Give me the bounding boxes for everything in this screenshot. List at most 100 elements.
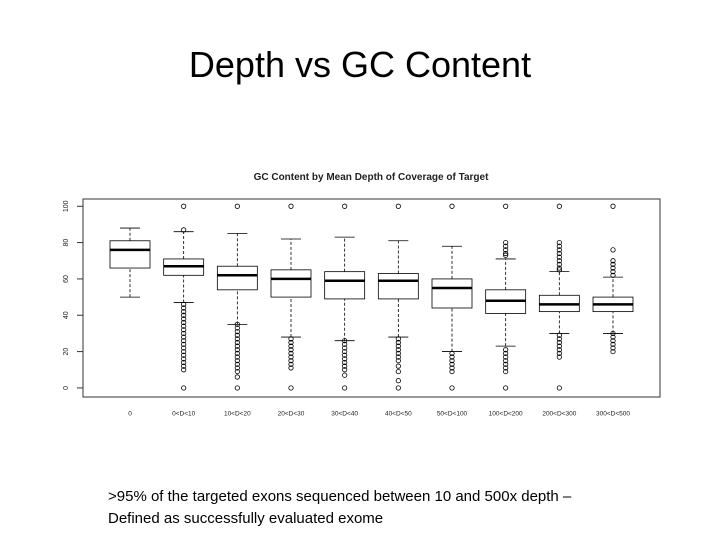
chart-title: GC Content by Mean Depth of Coverage of … — [254, 172, 489, 183]
outlier — [234, 350, 240, 357]
outlier — [181, 327, 187, 333]
outlier — [181, 348, 187, 355]
outlier — [181, 352, 187, 358]
outlier — [342, 348, 348, 355]
outlier — [342, 203, 348, 209]
x-tick-label: 100<D<200 — [489, 411, 523, 418]
outlier — [234, 203, 240, 209]
outlier — [556, 339, 562, 346]
outlier — [610, 334, 616, 340]
outlier — [342, 385, 348, 391]
outlier — [395, 378, 401, 384]
outlier — [449, 354, 455, 360]
outlier — [342, 352, 348, 358]
caption-line: Defined as successfully evaluated exome — [108, 510, 384, 527]
x-tick-label: 300<D<500 — [596, 411, 630, 418]
outlier — [503, 252, 509, 258]
outlier — [395, 347, 401, 353]
outlier — [181, 203, 187, 209]
outlier — [449, 203, 455, 209]
outlier — [181, 305, 187, 311]
outlier — [503, 247, 509, 253]
y-tick-label: 40 — [63, 311, 70, 319]
outlier — [503, 365, 509, 371]
outlier — [449, 350, 455, 357]
outlier — [181, 359, 187, 366]
outlier — [449, 361, 455, 367]
outlier — [449, 365, 455, 371]
outlier — [234, 361, 240, 367]
outlier — [234, 321, 240, 327]
outlier — [234, 325, 240, 331]
outlier — [610, 330, 616, 337]
outlier — [449, 358, 455, 364]
outlier — [556, 347, 562, 353]
outlier — [288, 336, 294, 342]
outlier — [181, 309, 187, 315]
outlier — [342, 372, 348, 378]
outlier — [288, 354, 294, 360]
plot-frame — [82, 198, 661, 398]
outlier — [181, 227, 187, 233]
outlier — [610, 345, 616, 351]
outlier — [181, 341, 187, 347]
outlier — [181, 345, 187, 351]
outlier — [503, 243, 509, 249]
caption: >95% of the targeted exons sequenced bet… — [108, 486, 571, 530]
outlier — [288, 203, 294, 209]
y-tick-label: 80 — [63, 239, 70, 247]
box — [270, 269, 312, 298]
outlier — [449, 368, 455, 375]
outlier — [342, 341, 348, 347]
outlier — [556, 385, 562, 391]
outlier — [342, 338, 348, 344]
outlier — [503, 368, 509, 375]
outlier — [610, 338, 616, 344]
outlier — [288, 385, 294, 391]
slide-title: Depth vs GC Content — [188, 44, 532, 85]
box — [377, 273, 419, 300]
outlier — [395, 363, 401, 369]
outlier — [234, 329, 240, 335]
outlier — [610, 348, 616, 355]
outlier — [181, 334, 187, 340]
outlier — [556, 258, 562, 264]
box — [431, 278, 473, 309]
x-tick-label: 0 — [128, 411, 132, 418]
outlier — [503, 203, 509, 209]
outlier — [234, 332, 240, 338]
caption-line: >95% of the targeted exons sequenced bet… — [108, 488, 572, 505]
outlier — [395, 336, 401, 342]
outlier — [503, 361, 509, 367]
x-tick-label: 200<D<300 — [542, 411, 576, 418]
outlier — [395, 368, 401, 375]
x-tick-label: 40<D<50 — [385, 411, 412, 418]
outlier — [556, 350, 562, 357]
y-tick-label: 0 — [63, 386, 70, 390]
outlier — [395, 350, 401, 357]
outlier — [395, 354, 401, 360]
x-tick-label: 30<D<40 — [331, 411, 358, 418]
outlier — [288, 361, 294, 367]
outlier — [395, 385, 401, 391]
outlier — [288, 358, 294, 364]
outlier — [610, 269, 616, 275]
outlier — [556, 343, 562, 349]
outlier — [556, 250, 562, 257]
outlier — [288, 347, 294, 353]
outlier — [556, 336, 562, 342]
outlier — [234, 365, 240, 371]
outlier — [181, 385, 187, 391]
outlier — [610, 247, 616, 253]
outlier — [395, 358, 401, 364]
outlier — [610, 203, 616, 209]
outlier — [503, 239, 509, 246]
outlier — [181, 363, 187, 369]
outlier — [342, 367, 348, 373]
outlier — [342, 345, 348, 351]
outlier — [181, 316, 187, 322]
outlier — [556, 203, 562, 209]
outlier — [181, 367, 187, 373]
